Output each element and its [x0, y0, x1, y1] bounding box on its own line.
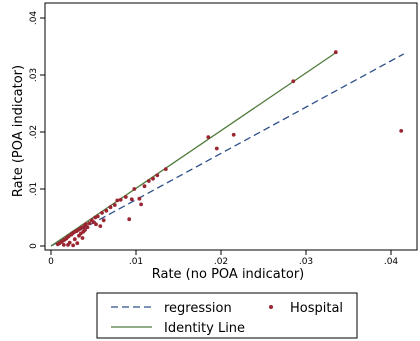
axes: 0 .01 .02 .03 .04 0 .01 .02 .03 .04: [29, 2, 418, 267]
hospital-point: [142, 184, 147, 189]
hospital-point: [98, 224, 103, 229]
hospital-point: [206, 135, 211, 140]
hospital-point: [80, 236, 85, 240]
hospital-point: [132, 187, 137, 191]
hospital-point: [83, 228, 87, 232]
y-tick-label: .02: [29, 125, 39, 139]
y-tick-label: .04: [29, 11, 39, 26]
hospital-point: [85, 225, 90, 230]
legend-regression-label: regression: [164, 301, 232, 316]
hospital-point: [94, 222, 98, 227]
hospital-point: [139, 202, 144, 207]
hospital-point: [101, 218, 106, 223]
hospital-point: [115, 198, 120, 203]
hospital-point: [100, 211, 104, 215]
hospital-point: [333, 50, 338, 55]
hospital-point: [151, 176, 155, 181]
x-tick-label: .02: [214, 257, 228, 267]
hospital-point: [72, 237, 77, 242]
plot-area-frame: [44, 2, 418, 251]
hospital-point: [67, 240, 72, 245]
hospital-point: [137, 196, 142, 201]
hospital-point: [108, 205, 113, 210]
hospital-point: [118, 197, 123, 202]
hospital-point: [71, 243, 75, 248]
x-tick-label: .04: [384, 257, 399, 267]
hospital-point: [129, 197, 134, 202]
x-tick-label: .03: [299, 257, 313, 267]
hospital-point: [231, 132, 236, 137]
y-tick-label: 0: [29, 243, 39, 249]
hospital-point: [87, 221, 92, 226]
hospital-point: [91, 220, 96, 225]
hospital-point: [123, 195, 128, 199]
x-tick-label: 0: [48, 257, 54, 267]
regression-line: [50, 53, 405, 247]
y-tick-label: .03: [29, 68, 39, 82]
legend-box: [96, 292, 358, 339]
legend-hospital-marker: [269, 305, 273, 309]
x-axis-title: Rate (no POA indicator): [152, 267, 305, 282]
x-tick-label: .01: [129, 257, 143, 267]
hospital-point: [61, 243, 66, 247]
y-axis-title: Rate (POA indicator): [11, 65, 26, 197]
identity-line: [50, 52, 337, 247]
hospital-point: [95, 214, 100, 219]
hospital-point: [291, 79, 296, 84]
hospital-point: [155, 173, 160, 178]
hospital-point: [163, 167, 168, 172]
legend: regression Hospital Identity Line: [96, 292, 358, 339]
hospital-point: [127, 217, 132, 222]
hospital-point: [214, 146, 219, 151]
y-tick-label: .01: [29, 182, 39, 196]
hospital-points: [55, 50, 404, 248]
hospital-point: [399, 129, 404, 133]
legend-hospital-label: Hospital: [290, 301, 343, 316]
hospital-point: [75, 241, 80, 246]
hospital-point: [83, 222, 88, 227]
hospital-point: [146, 179, 151, 183]
hospital-point: [112, 203, 117, 207]
hospital-point: [104, 208, 109, 213]
fit-lines: [50, 52, 405, 247]
legend-identity-label: Identity Line: [164, 321, 245, 336]
